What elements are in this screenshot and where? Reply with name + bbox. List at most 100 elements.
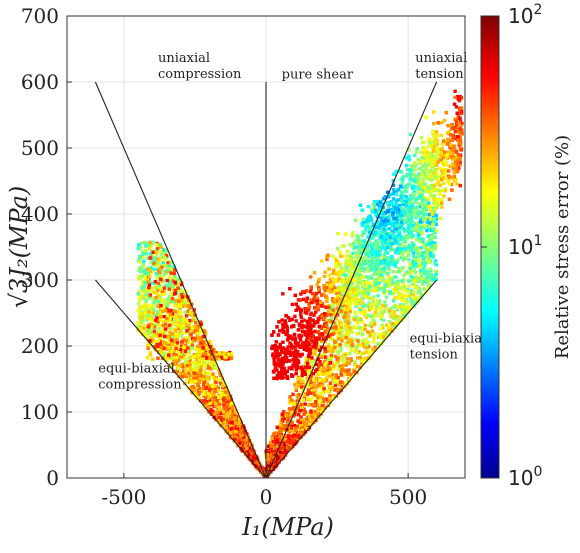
data-point bbox=[397, 291, 400, 294]
data-point bbox=[346, 373, 349, 376]
data-point bbox=[163, 352, 166, 355]
data-point bbox=[309, 410, 312, 413]
data-point bbox=[382, 304, 385, 307]
data-point bbox=[329, 382, 332, 385]
data-point bbox=[407, 253, 410, 256]
data-point bbox=[398, 242, 401, 245]
data-point bbox=[392, 299, 395, 302]
data-point bbox=[139, 296, 142, 299]
data-point bbox=[240, 430, 243, 433]
data-point bbox=[140, 241, 143, 244]
data-point bbox=[184, 360, 187, 363]
data-point bbox=[299, 314, 302, 317]
data-point bbox=[342, 364, 345, 367]
data-point bbox=[137, 243, 140, 246]
data-point bbox=[331, 350, 334, 353]
data-point bbox=[254, 461, 257, 464]
data-point bbox=[191, 347, 194, 350]
data-point bbox=[401, 181, 404, 184]
data-point bbox=[198, 381, 201, 384]
data-point bbox=[288, 359, 291, 362]
data-point bbox=[141, 316, 144, 319]
data-point bbox=[434, 247, 437, 250]
data-point bbox=[420, 268, 423, 271]
data-point bbox=[180, 301, 183, 304]
data-point bbox=[335, 357, 338, 360]
data-point bbox=[279, 451, 282, 454]
data-point bbox=[294, 387, 297, 390]
data-point bbox=[414, 168, 417, 171]
data-point bbox=[426, 221, 429, 224]
data-point bbox=[294, 429, 297, 432]
data-point bbox=[202, 393, 205, 396]
data-point bbox=[222, 410, 225, 413]
data-point bbox=[415, 238, 418, 241]
data-point bbox=[323, 378, 326, 381]
data-point bbox=[376, 294, 379, 297]
data-point bbox=[416, 286, 419, 289]
data-point bbox=[410, 275, 413, 278]
data-point bbox=[207, 371, 210, 374]
data-point bbox=[429, 194, 432, 197]
data-point bbox=[296, 396, 299, 399]
data-point bbox=[151, 304, 154, 307]
data-point bbox=[319, 392, 322, 395]
data-point bbox=[390, 307, 393, 310]
data-point bbox=[411, 261, 414, 264]
data-point bbox=[219, 395, 222, 398]
data-point bbox=[432, 122, 435, 125]
data-point bbox=[319, 400, 322, 403]
data-point bbox=[395, 321, 398, 324]
data-point bbox=[334, 384, 337, 387]
data-point bbox=[361, 234, 364, 237]
data-point bbox=[337, 367, 340, 370]
data-point bbox=[428, 268, 431, 271]
data-point bbox=[225, 415, 228, 418]
data-point bbox=[382, 336, 385, 339]
data-point bbox=[393, 310, 396, 313]
data-point bbox=[299, 424, 302, 427]
data-point bbox=[376, 241, 379, 244]
data-point bbox=[301, 380, 304, 383]
data-point bbox=[379, 316, 382, 319]
data-point bbox=[429, 254, 432, 257]
data-point bbox=[383, 300, 386, 303]
data-point bbox=[416, 278, 419, 281]
data-point bbox=[203, 375, 206, 378]
data-point bbox=[376, 299, 379, 302]
data-point bbox=[198, 392, 201, 395]
data-point bbox=[143, 241, 146, 244]
data-point bbox=[275, 440, 278, 443]
data-point bbox=[137, 302, 140, 305]
data-point bbox=[377, 342, 380, 345]
data-point bbox=[310, 384, 313, 387]
data-point bbox=[350, 348, 353, 351]
data-point bbox=[426, 256, 429, 259]
data-point bbox=[412, 255, 415, 258]
data-point bbox=[379, 311, 382, 314]
data-point bbox=[435, 130, 438, 133]
data-point bbox=[191, 385, 194, 388]
data-point bbox=[401, 254, 404, 257]
data-point bbox=[233, 416, 236, 419]
data-point bbox=[435, 214, 438, 217]
data-point bbox=[440, 205, 443, 208]
data-point bbox=[428, 276, 431, 279]
data-point bbox=[371, 329, 374, 332]
data-point bbox=[374, 310, 377, 313]
data-point bbox=[303, 422, 306, 425]
data-point bbox=[151, 297, 154, 300]
data-point bbox=[392, 292, 395, 295]
data-point bbox=[353, 360, 356, 363]
data-point bbox=[198, 387, 201, 390]
data-point bbox=[153, 256, 156, 259]
data-point bbox=[408, 270, 411, 273]
data-point bbox=[145, 252, 148, 255]
data-point bbox=[343, 315, 346, 318]
data-point bbox=[222, 399, 225, 402]
data-point bbox=[397, 267, 400, 270]
data-point bbox=[282, 424, 285, 427]
data-point bbox=[373, 323, 376, 326]
data-point bbox=[290, 402, 293, 405]
